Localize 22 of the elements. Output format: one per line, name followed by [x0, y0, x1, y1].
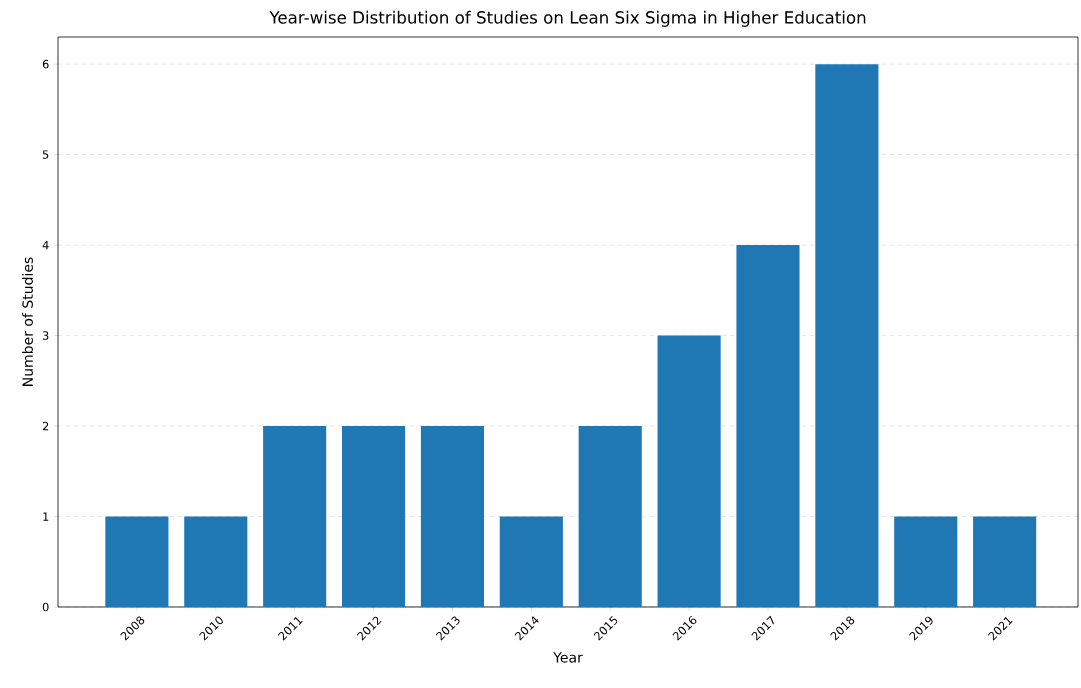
bar	[894, 516, 958, 607]
y-tick-label: 6	[42, 59, 49, 69]
bar	[973, 516, 1037, 607]
y-tick-label: 5	[42, 150, 49, 159]
bar	[578, 426, 642, 607]
bar	[815, 64, 879, 607]
y-tick-label: 1	[43, 512, 49, 521]
chart-title: Year-wise Distribution of Studies on Lean Six Sigma in Higher Education	[269, 10, 866, 27]
bar	[499, 516, 563, 607]
y-tick-label: 0	[42, 602, 49, 612]
bar	[184, 516, 248, 607]
bar	[105, 516, 169, 607]
bar	[263, 426, 327, 607]
bar	[736, 245, 800, 607]
bar	[657, 335, 721, 607]
bar	[420, 426, 484, 607]
x-axis-title: Year	[553, 652, 583, 663]
y-axis-title: Number of Studies	[22, 257, 33, 386]
y-tick-label: 3	[42, 331, 49, 340]
bar	[342, 426, 406, 607]
y-tick-label: 4	[42, 240, 49, 250]
y-tick-label: 2	[42, 421, 49, 431]
